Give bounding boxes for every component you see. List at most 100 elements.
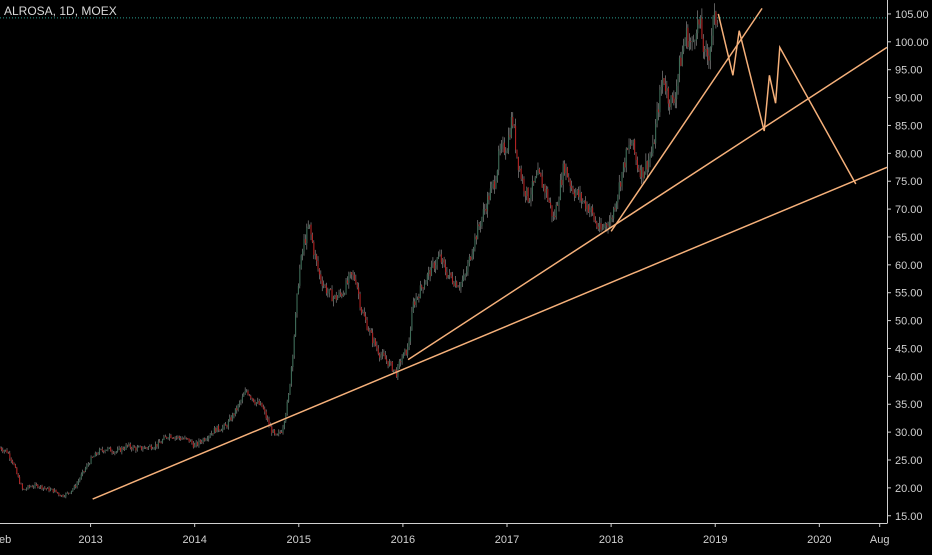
candle-body — [278, 431, 280, 434]
candle-body — [458, 286, 461, 288]
candle-body — [573, 192, 575, 197]
candle-body — [153, 447, 155, 449]
trendline-1 — [92, 166, 888, 500]
candle-body — [295, 313, 297, 337]
candle-body — [520, 168, 522, 179]
candle-body — [648, 159, 650, 170]
candle-body — [255, 402, 257, 405]
candle-body — [161, 439, 164, 443]
candle-body — [198, 440, 200, 446]
candle-body — [9, 453, 11, 459]
candles-layer — [0, 3, 718, 499]
candle-body — [188, 438, 190, 442]
candle-body — [117, 448, 119, 452]
candle-body — [451, 276, 454, 283]
candle-body — [352, 274, 354, 276]
candle-body — [359, 293, 361, 308]
y-tick-label: 45.00 — [895, 343, 923, 355]
candle-body — [268, 419, 270, 426]
candle-body — [257, 401, 259, 403]
candle-body — [662, 77, 664, 87]
projection-path — [717, 13, 857, 185]
candle-body — [191, 440, 193, 444]
candle-body — [342, 293, 344, 297]
x-tick-label: 2019 — [703, 534, 727, 546]
candle-body — [599, 223, 601, 229]
candle-body — [592, 207, 594, 214]
candle-body — [544, 185, 546, 193]
candle-body — [390, 361, 392, 363]
candle-body — [433, 262, 435, 269]
candle-body — [168, 434, 171, 439]
candle-body — [325, 285, 327, 294]
candle-body — [152, 448, 154, 450]
candle-body — [101, 449, 103, 451]
candle-body — [414, 301, 416, 305]
candle-body — [72, 488, 74, 491]
candle-body — [419, 285, 421, 299]
candle-body — [140, 446, 143, 450]
candle-body — [621, 172, 623, 187]
chart-title: ALROSA, 1D, MOEX — [4, 4, 117, 18]
candle-body — [450, 272, 452, 277]
candle-body — [529, 199, 531, 202]
candle-body — [159, 441, 161, 443]
y-tick-label: 75.00 — [895, 176, 923, 188]
candle-body — [237, 404, 239, 411]
candle-body — [517, 157, 519, 171]
candle-body — [650, 153, 653, 157]
candle-body — [300, 255, 302, 269]
candle-body — [324, 285, 326, 286]
candle-body — [6, 449, 8, 453]
candle-body — [377, 348, 379, 354]
candle-body — [387, 361, 389, 366]
candle-body — [69, 492, 71, 494]
candle-body — [470, 256, 472, 260]
y-tick-label: 95.00 — [895, 65, 923, 77]
candle-body — [247, 390, 249, 395]
candle-body — [634, 139, 636, 154]
candle-body — [94, 452, 96, 457]
candle-body — [248, 394, 250, 396]
candle-body — [561, 179, 563, 185]
candle-body — [526, 187, 528, 197]
candle-body — [105, 449, 108, 451]
candle-body — [299, 268, 301, 286]
candle-body — [346, 280, 348, 284]
candle-body — [421, 285, 423, 288]
candle-body — [447, 275, 449, 278]
candle-body — [309, 224, 311, 227]
candle-body — [233, 413, 235, 416]
candle-body — [388, 361, 391, 366]
candle-body — [485, 209, 487, 212]
candle-body — [220, 430, 222, 432]
candle-body — [240, 400, 242, 403]
candle-body — [45, 488, 47, 490]
candle-body — [202, 438, 204, 443]
candle-body — [16, 467, 18, 474]
candle-body — [449, 272, 451, 276]
candle-body — [330, 288, 332, 290]
candle-body — [189, 440, 192, 442]
candle-body — [400, 361, 402, 363]
candle-body — [360, 307, 363, 313]
candle-body — [327, 292, 329, 294]
candle-body — [685, 27, 688, 40]
candle-body — [91, 457, 94, 458]
candle-body — [110, 447, 112, 452]
candle-body — [468, 256, 470, 264]
candle-body — [366, 319, 368, 330]
candle-body — [313, 242, 315, 256]
candle-body — [698, 19, 700, 25]
candle-body — [271, 426, 273, 433]
candle-body — [559, 179, 561, 200]
candle-body — [501, 144, 503, 149]
candle-body — [484, 209, 486, 210]
candle-body — [170, 434, 172, 438]
candle-body — [258, 401, 260, 405]
candle-body — [138, 446, 140, 448]
candle-body — [649, 156, 651, 160]
candle-body — [401, 358, 403, 363]
candle-body — [13, 463, 15, 465]
